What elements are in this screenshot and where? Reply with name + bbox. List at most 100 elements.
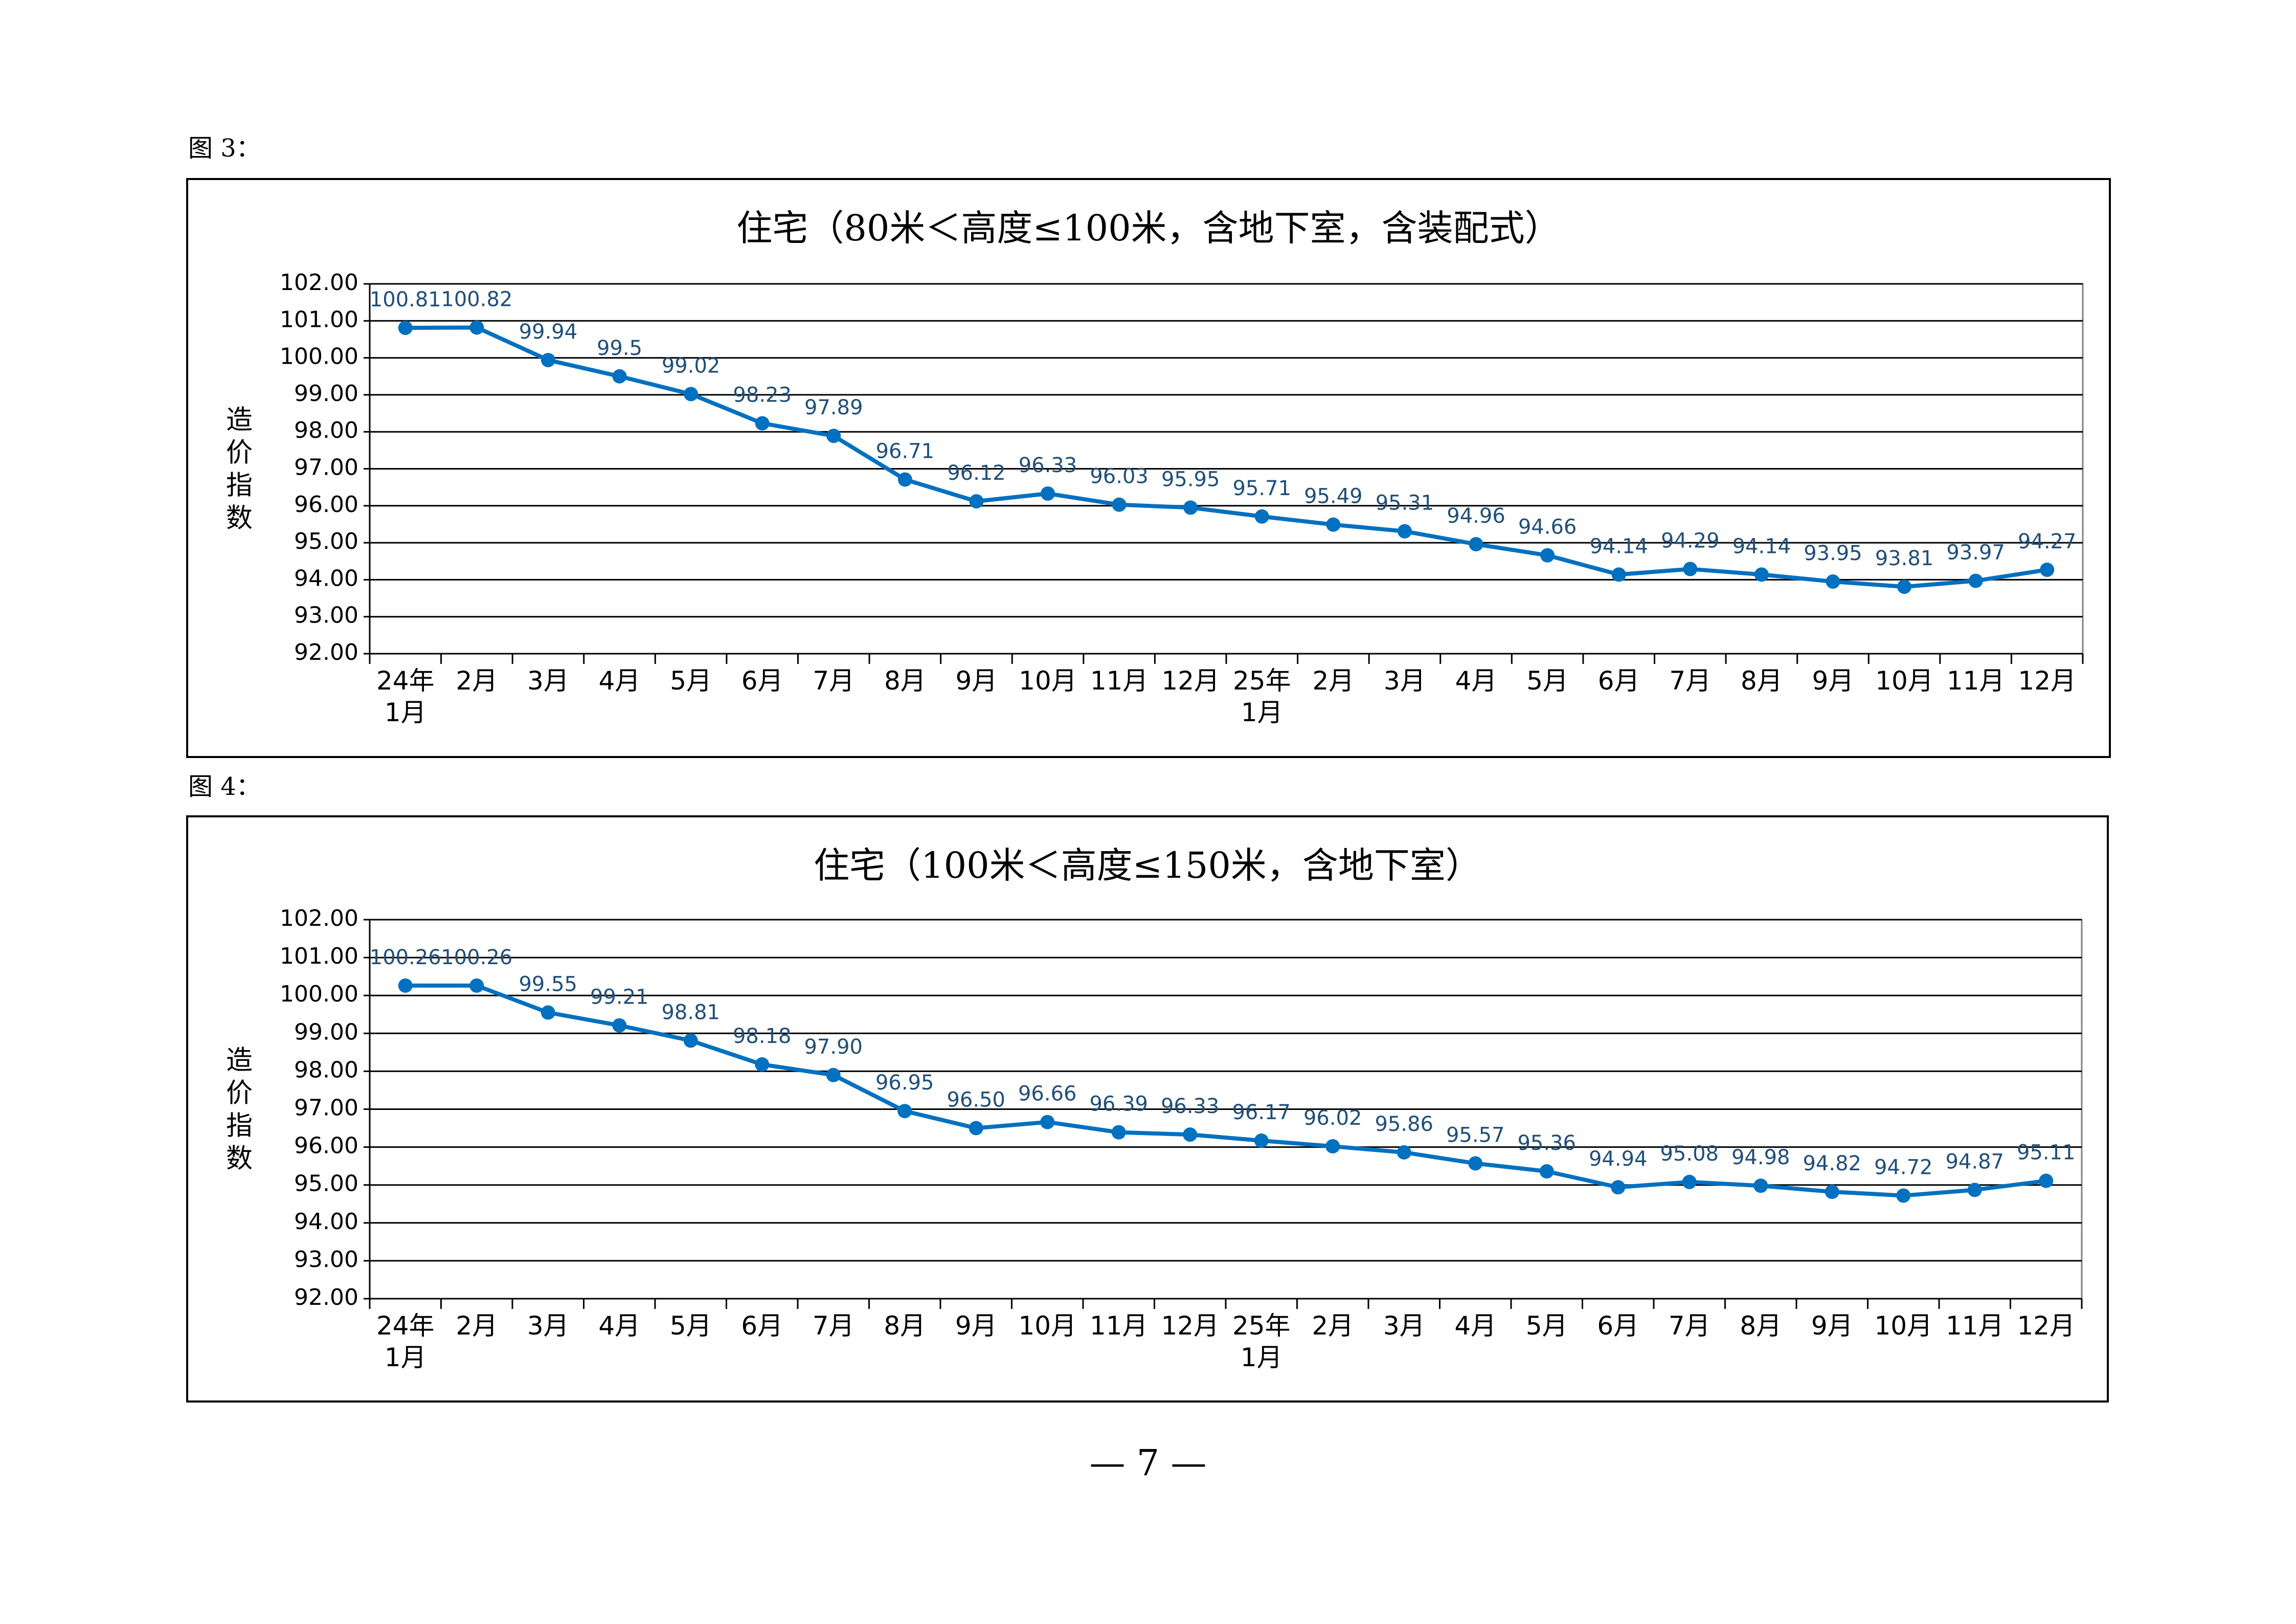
y-tick-label: 96.00 [294, 492, 358, 518]
data-label: 99.55 [519, 973, 577, 996]
data-point [755, 416, 770, 431]
data-point [1254, 509, 1269, 524]
data-point [1326, 517, 1341, 532]
data-point [1041, 486, 1055, 501]
data-point [1753, 1178, 1768, 1193]
data-label: 96.33 [1019, 454, 1077, 477]
data-point [541, 1005, 555, 1020]
data-label: 96.39 [1089, 1093, 1148, 1116]
data-label: 94.96 [1447, 504, 1505, 528]
x-tick-label: 3月 [1384, 666, 1426, 696]
x-tick-label: 4月 [598, 1311, 640, 1341]
data-label: 95.11 [2017, 1141, 2076, 1165]
data-point [1611, 567, 1626, 582]
data-label: 96.02 [1303, 1106, 1362, 1130]
data-point [826, 1067, 841, 1082]
data-label: 96.33 [1161, 1095, 1220, 1118]
y-tick-label: 102.00 [280, 270, 358, 296]
x-tick-label: 9月 [955, 1311, 997, 1341]
x-tick-label: 2月 [1312, 666, 1354, 696]
data-label: 96.95 [875, 1071, 934, 1095]
x-tick-label: 6月 [1598, 666, 1640, 696]
data-label: 100.26 [370, 946, 441, 969]
x-tick-label: 1月 [1241, 1343, 1282, 1372]
y-axis-label: 造价指数 [226, 1045, 253, 1174]
data-point [2039, 1173, 2054, 1188]
y-tick-label: 94.00 [294, 1209, 358, 1235]
data-label: 96.17 [1232, 1101, 1291, 1124]
x-tick-label: 10月 [1018, 1311, 1076, 1341]
data-point [398, 321, 413, 336]
data-point [1826, 574, 1840, 589]
x-tick-label: 9月 [1812, 666, 1854, 696]
y-tick-label: 101.00 [280, 306, 358, 332]
data-label: 94.94 [1589, 1147, 1648, 1171]
data-label: 97.90 [804, 1035, 863, 1059]
data-point [1540, 548, 1555, 563]
data-label: 99.02 [662, 354, 721, 377]
data-label: 95.49 [1304, 485, 1363, 508]
data-point [398, 978, 413, 993]
data-point [1469, 537, 1483, 551]
data-point [469, 320, 484, 335]
data-label: 95.71 [1233, 477, 1292, 500]
x-tick-label: 11月 [1946, 1311, 2004, 1341]
chart-panel-1: 住宅（80米＜高度≤100米，含地下室，含装配式） 92.00 93.00 94.00… [186, 178, 2111, 758]
figure-label-3: 图 3： [188, 134, 261, 163]
y-tick-label: 98.00 [294, 417, 358, 443]
x-tick-label: 24年 [376, 1311, 435, 1341]
x-tick-label: 12月 [1161, 666, 1220, 696]
data-point [1397, 524, 1412, 539]
data-point [755, 1057, 770, 1072]
data-label: 97.89 [804, 396, 863, 419]
line-chart-1: 住宅（80米＜高度≤100米，含地下室，含装配式） 92.00 93.00 94.00… [226, 207, 2084, 727]
data-label: 96.50 [947, 1088, 1005, 1112]
y-tick-label: 100.00 [280, 981, 358, 1007]
data-point [1967, 1183, 1982, 1197]
data-point [1897, 580, 1912, 594]
y-tick-label: 94.00 [294, 565, 358, 591]
data-label: 95.08 [1660, 1142, 1719, 1166]
y-tick-label: 98.00 [294, 1057, 358, 1083]
y-tick-label: 97.00 [294, 455, 358, 481]
x-tick-label: 7月 [1669, 666, 1711, 696]
data-point [1896, 1188, 1911, 1203]
x-tick-label: 4月 [1455, 666, 1497, 696]
data-point [469, 978, 484, 993]
x-tick-label: 25年 [1232, 1311, 1291, 1341]
data-label: 99.94 [519, 320, 578, 344]
data-label: 99.21 [590, 986, 649, 1009]
y-tick-label: 95.00 [294, 528, 358, 554]
x-tick-label: 5月 [1526, 666, 1568, 696]
data-point [541, 352, 555, 367]
x-tick-label: 25年 [1233, 666, 1291, 696]
x-tick-label: 9月 [956, 666, 998, 696]
data-point [2040, 562, 2055, 577]
x-tick-label: 4月 [1454, 1311, 1496, 1341]
y-tick-label: 96.00 [294, 1133, 358, 1159]
data-label: 96.66 [1018, 1082, 1077, 1106]
x-tick-label: 6月 [741, 1311, 783, 1341]
data-point [826, 429, 841, 443]
data-point [1682, 1174, 1697, 1189]
data-label: 95.95 [1161, 468, 1220, 491]
y-tick-label: 92.00 [294, 1284, 358, 1310]
x-tick-label: 3月 [527, 1311, 569, 1341]
data-point [1754, 567, 1769, 582]
x-tick-label: 11月 [1090, 666, 1149, 696]
x-tick-label: 2月 [1312, 1311, 1354, 1341]
x-tick-label: 2月 [456, 1311, 498, 1341]
x-tick-label: 6月 [1597, 1311, 1639, 1341]
data-label: 96.12 [947, 461, 1006, 485]
data-label: 96.03 [1090, 465, 1149, 488]
data-label: 98.81 [661, 1000, 720, 1024]
x-tick-label: 3月 [1383, 1311, 1425, 1341]
data-point [612, 369, 627, 384]
data-label: 93.95 [1804, 542, 1862, 565]
y-tick-label: 100.00 [280, 344, 358, 370]
data-label: 93.97 [1946, 541, 2005, 565]
data-point [683, 1033, 698, 1048]
data-point [969, 494, 984, 509]
data-point [1825, 1185, 1839, 1199]
data-point [1111, 1125, 1126, 1140]
